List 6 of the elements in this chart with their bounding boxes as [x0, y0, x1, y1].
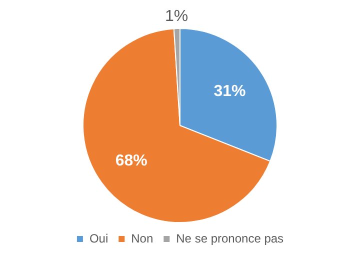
legend-label: Ne se prononce pas	[176, 231, 284, 246]
data-label: 31%	[214, 83, 246, 100]
data-label: 68%	[115, 152, 148, 170]
data-label: 1%	[165, 8, 188, 25]
legend-label: Non	[131, 231, 154, 246]
legend-label: Oui	[89, 231, 108, 246]
